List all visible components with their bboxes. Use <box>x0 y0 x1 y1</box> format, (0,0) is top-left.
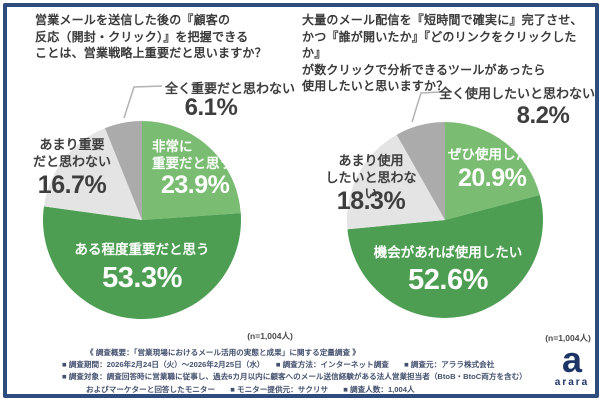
pie-slice-0 <box>142 121 241 220</box>
title-line: 反応（開封・クリック）』を把握できる <box>35 29 249 44</box>
pie-slice-1 <box>42 206 241 319</box>
arara-logo: a arara <box>548 341 596 397</box>
pie-slice-3 <box>104 121 142 220</box>
leader-line <box>411 91 441 123</box>
question-title-importance: 営業メールを送信した後の『顧客の 反応（開封・クリック）』を把握できる ことは、… <box>35 12 300 62</box>
pie-slice-1 <box>347 195 543 318</box>
title-line: 大量のメール配信を『短時間で確実に』完了させ、 <box>302 13 583 27</box>
sample-size-note: (n=1,004人) <box>247 331 293 341</box>
sample-size-note: (n=1,004人) <box>545 333 591 343</box>
survey-note-line: およびマーケターと回答したモニター ■ モニター提供元：サクリサ ■ 調査人数：… <box>86 384 415 394</box>
pct-not-very: 18.3% <box>336 187 406 215</box>
label-very: ぜひ使用したい <box>448 147 543 162</box>
title-line: 営業メールを送信した後の『顧客の <box>35 13 231 27</box>
pct-somewhat: 52.6% <box>408 264 488 296</box>
label-somewhat: 機会があれば使用したい <box>373 245 523 260</box>
survey-note-line: ■ 調査期間：2026年2月24日（火）～2026年2月25日（水） ■ 調査方… <box>62 360 495 370</box>
title-line: 使用したいと思いますか？ <box>302 79 449 93</box>
pct-not-at-all: 8.2% <box>516 102 570 129</box>
leader-line <box>123 85 163 119</box>
pct-not-at-all: 6.1% <box>184 94 238 121</box>
arara-logo-icon: a <box>561 339 583 380</box>
label-very: 非常に 重要だと思う <box>152 139 233 171</box>
title-line: が数クリックで分析できるツールがあったら <box>302 62 546 77</box>
label-somewhat: ある程度重要だと思う <box>74 242 210 257</box>
label-not-at-all: 全く使用したいと思わない <box>438 86 595 101</box>
pie-slice-2 <box>43 128 142 220</box>
survey-note-line: ■ 調査対象：調査回答時に営業職に従事し、過去6カ月以内に顧客へのメール送信経験… <box>62 372 527 382</box>
pct-somewhat: 53.3% <box>102 262 182 294</box>
title-line: ことは、営業戦略上重要だと思いますか？ <box>35 46 267 60</box>
pct-not-very: 16.7% <box>37 171 107 199</box>
pie-slice-2 <box>346 134 445 230</box>
label-not-at-all: 全く重要だと思わない <box>164 81 295 96</box>
label-not-very: あまり使用 したいと思わない <box>325 153 417 201</box>
survey-note-line: 《 調査概要：「営業現場におけるメール活用の実態と成果」に関する定量調査 》 <box>86 348 360 357</box>
pie-slice-3 <box>396 122 445 220</box>
chart-panel-tool-intent: 全く使用したいと思わない 8.2% あまり使用 したいと思わない 18.3% ぜ… <box>320 80 602 352</box>
survey-overview-note: 《 調査概要：「営業現場におけるメール活用の実態と成果」に関する定量調査 》 ■… <box>62 347 544 396</box>
pct-very: 20.9% <box>458 164 527 192</box>
pie-chart-importance <box>42 85 241 319</box>
title-line: かつ『誰が開いたか』『どのリンクをクリックしたか』 <box>302 29 577 61</box>
pct-very: 23.9% <box>161 171 230 199</box>
pie-slice-0 <box>445 122 540 220</box>
chart-panel-importance: 全く重要だと思わない 6.1% あまり重要 だと思わない 16.7% 非常に 重… <box>20 80 305 352</box>
arara-logo-wordmark: arara <box>554 377 590 388</box>
label-not-very: あまり重要 だと思わない <box>32 137 111 169</box>
pie-chart-tool-intent <box>346 91 543 318</box>
question-title-tool-intent: 大量のメール配信を『短時間で確実に』完了させ、 かつ『誰が開いたか』『どのリンク… <box>302 12 596 95</box>
